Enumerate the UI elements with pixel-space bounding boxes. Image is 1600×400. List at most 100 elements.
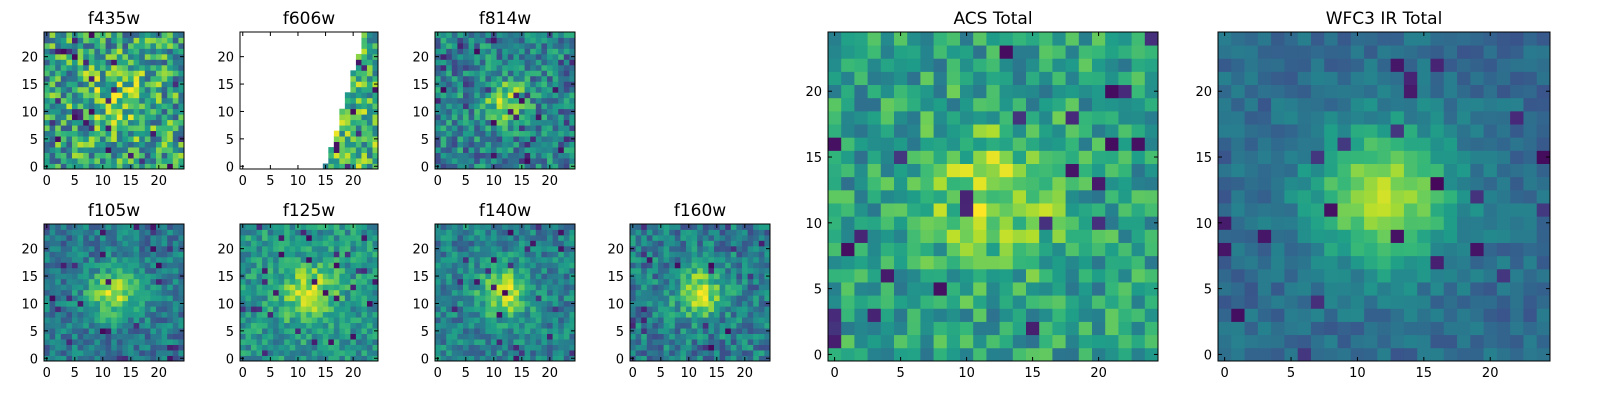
heatmap-cell: [547, 339, 553, 345]
heatmap-cell: [83, 240, 90, 247]
heatmap-cell: [960, 242, 974, 257]
heatmap-cell: [524, 328, 531, 334]
heatmap-cell: [267, 234, 274, 241]
heatmap-cell: [49, 251, 56, 258]
heatmap-cell: [1417, 321, 1431, 336]
heatmap-cell: [100, 147, 106, 153]
heatmap-cell: [128, 344, 134, 351]
heatmap-cell: [558, 97, 565, 104]
heatmap-cell: [1118, 137, 1132, 151]
heatmap-cell: [524, 163, 531, 170]
heatmap-cell: [133, 136, 140, 142]
heatmap-cell: [1403, 308, 1418, 322]
heatmap-cell: [758, 311, 765, 318]
heatmap-cell: [284, 311, 291, 318]
heatmap-cell: [658, 333, 664, 340]
heatmap-cell: [519, 317, 525, 324]
heatmap-cell: [372, 70, 379, 77]
heatmap-cell: [355, 251, 362, 258]
heatmap-cell: [245, 333, 252, 340]
heatmap-cell: [680, 284, 687, 291]
heatmap-cell: [251, 355, 257, 362]
heatmap-cell: [156, 284, 162, 291]
heatmap-cell: [178, 306, 185, 313]
heatmap-cell: [240, 251, 246, 258]
plot-frame: [629, 223, 771, 362]
heatmap-cell: [747, 284, 754, 291]
heatmap-cell: [491, 245, 497, 252]
heatmap-cell: [133, 333, 140, 340]
heatmap-cell: [262, 322, 268, 329]
heatmap-cell: [1105, 203, 1119, 217]
heatmap-cell: [552, 339, 559, 345]
heatmap-cell: [172, 229, 179, 236]
heatmap-cell: [708, 229, 715, 236]
heatmap-cell: [535, 103, 542, 110]
heatmap-cell: [49, 295, 56, 302]
heatmap-cell: [519, 64, 525, 71]
heatmap-cell: [150, 224, 157, 230]
heatmap-cell: [635, 240, 642, 247]
heatmap-cell: [1510, 255, 1524, 270]
heatmap-cell: [344, 130, 351, 137]
heatmap-cell: [841, 150, 855, 164]
heatmap-cell: [663, 251, 670, 258]
heatmap-cell: [524, 350, 531, 356]
heatmap-cell: [841, 58, 855, 72]
heatmap-cell: [563, 295, 570, 302]
heatmap-cell: [256, 355, 263, 362]
heatmap-cell: [66, 267, 73, 274]
heatmap-cell: [880, 203, 895, 217]
heatmap-cell: [907, 58, 921, 72]
heatmap-cell: [122, 278, 129, 285]
heatmap-cell: [646, 333, 653, 340]
heatmap-cell: [446, 158, 453, 164]
heatmap-cell: [128, 42, 134, 49]
heatmap-cell: [496, 86, 503, 93]
heatmap-cell: [94, 147, 101, 153]
heatmap-cell: [372, 152, 379, 159]
heatmap-cell: [558, 350, 565, 356]
heatmap-cell: [133, 59, 140, 66]
heatmap-cell: [1457, 282, 1471, 296]
heatmap-cell: [463, 240, 469, 247]
heatmap-cell: [339, 350, 346, 356]
heatmap-cell: [161, 70, 168, 77]
heatmap-cell: [933, 255, 948, 270]
heatmap-cell: [491, 108, 497, 115]
heatmap-cell: [60, 70, 67, 77]
y-tick-label: 15: [607, 270, 624, 285]
heatmap-cell: [278, 355, 285, 362]
heatmap-cell: [907, 295, 921, 309]
heatmap-cell: [83, 97, 90, 104]
heatmap-cell: [273, 262, 280, 269]
heatmap-cell: [1403, 268, 1418, 283]
x-tick-label: 10: [681, 366, 698, 381]
heatmap-cell: [100, 108, 106, 115]
heatmap-cell: [652, 306, 659, 313]
heatmap-cell: [262, 262, 268, 269]
heatmap-cell: [1105, 45, 1119, 59]
heatmap-cell: [83, 32, 90, 38]
heatmap-cell: [841, 176, 855, 191]
heatmap-cell: [100, 256, 106, 263]
heatmap-cell: [1350, 295, 1365, 309]
heatmap-cell: [156, 119, 162, 126]
heatmap-cell: [457, 278, 464, 285]
heatmap-cell: [547, 53, 553, 60]
heatmap-cell: [284, 317, 291, 324]
heatmap-cell: [262, 355, 268, 362]
heatmap-cell: [519, 125, 525, 132]
heatmap-cell: [658, 267, 664, 274]
heatmap-cell: [161, 42, 168, 49]
y-tick-label: 10: [412, 298, 429, 313]
heatmap-cell: [491, 53, 497, 60]
heatmap-cell: [440, 53, 447, 60]
heatmap-cell: [468, 158, 475, 164]
heatmap-cell: [295, 311, 302, 318]
heatmap-cell: [474, 136, 481, 142]
heatmap-cell: [55, 355, 62, 362]
heatmap-cell: [83, 42, 90, 49]
heatmap-cell: [178, 344, 185, 351]
heatmap-cell: [72, 125, 78, 132]
